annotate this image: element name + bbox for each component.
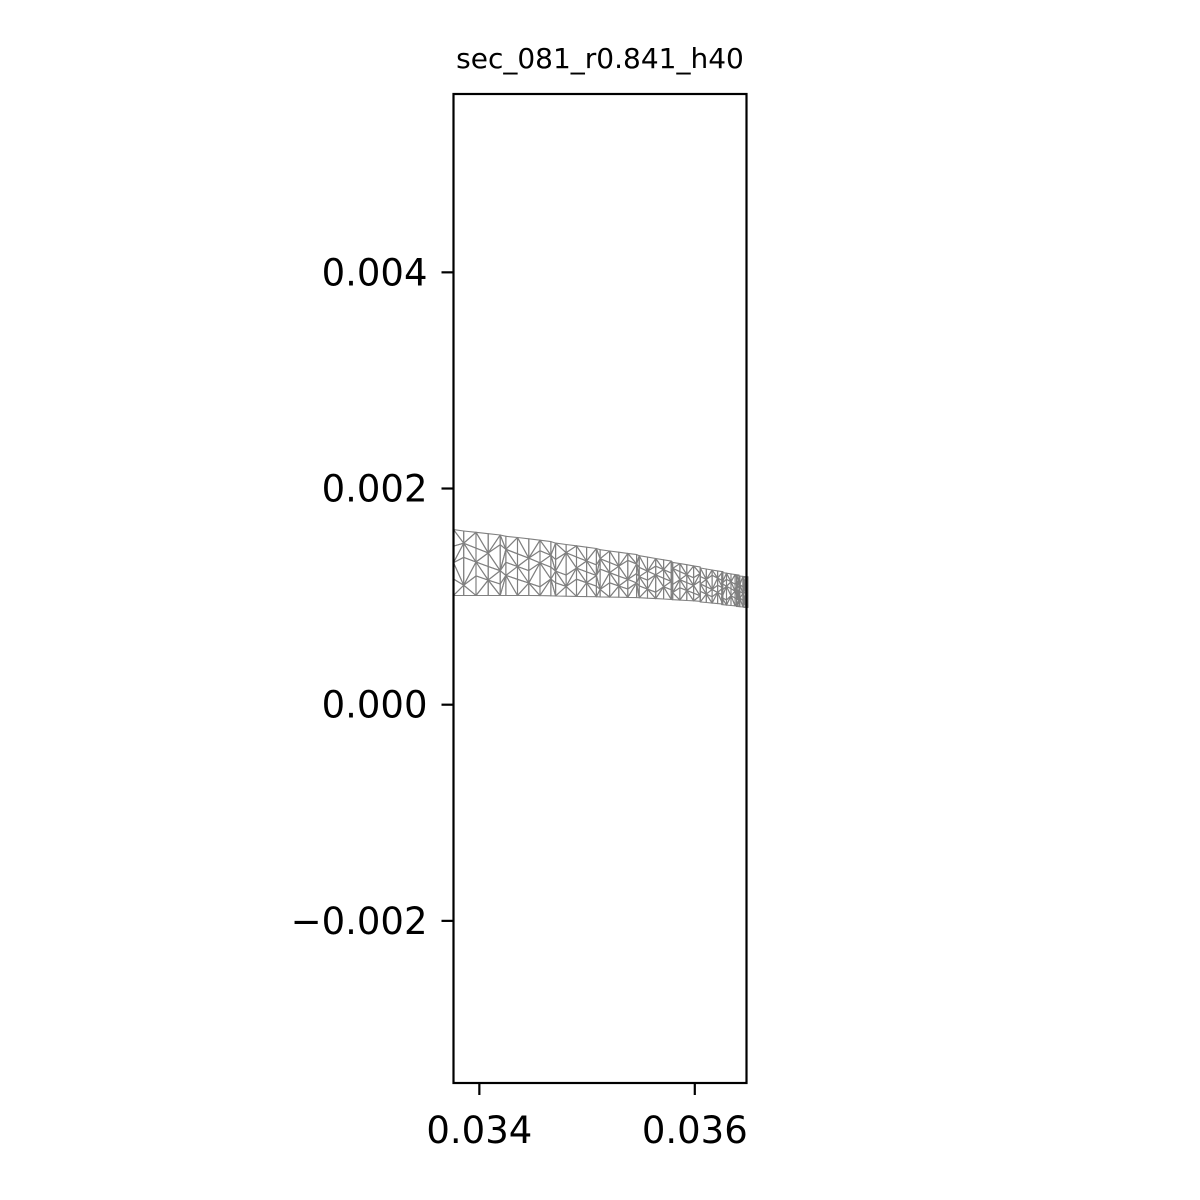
y-tick-label: 0.002 [322, 468, 428, 511]
mesh-triangle [646, 588, 657, 600]
mesh-triangle [555, 585, 567, 597]
mesh-triangle [609, 585, 620, 598]
x-tick-label: 0.036 [642, 1109, 748, 1152]
y-axis: 0.004 0.002 0.000 −0.002 [291, 251, 454, 943]
mesh-layer [452, 529, 749, 608]
mesh-triangle [586, 582, 597, 598]
mesh-triangle [555, 542, 567, 561]
mesh-triangle [565, 567, 578, 587]
mesh-triangle [627, 582, 638, 599]
chart-title: sec_081_r0.841_h40 [456, 42, 744, 75]
mesh-triangle [475, 531, 489, 554]
mesh-triangle [672, 592, 681, 601]
mesh-triangle [655, 586, 665, 600]
mesh-triangle [721, 596, 728, 606]
mesh-triangle [663, 586, 672, 600]
mesh-triangle [717, 591, 724, 605]
mesh-triangle [638, 588, 649, 599]
mesh-triangle [499, 574, 507, 597]
mesh-triangle [730, 595, 736, 607]
mesh-triangle [487, 579, 501, 597]
mesh-triangle [636, 582, 640, 599]
mesh-triangle [528, 582, 541, 597]
mesh-triangle [693, 595, 701, 602]
mesh-triangle [595, 588, 601, 598]
mesh-triangle [528, 539, 541, 559]
mesh-triangle [516, 582, 530, 597]
mesh-triangle [599, 588, 611, 598]
mesh-triangle [575, 582, 588, 598]
mesh-triangle [463, 584, 477, 597]
mesh-triangle [679, 589, 688, 602]
y-tick-label: 0.004 [322, 251, 428, 294]
mesh-triangle [505, 574, 519, 597]
y-tick-label: −0.002 [291, 900, 428, 943]
mesh-triangle [618, 585, 629, 598]
mesh-triangle [539, 578, 552, 597]
mesh-triangle [550, 578, 557, 597]
mesh-triangle [705, 593, 713, 604]
mesh-triangle [463, 575, 477, 597]
mesh-triangle [743, 599, 748, 608]
x-tick-label: 0.034 [426, 1109, 532, 1152]
mesh-triangle [475, 579, 489, 597]
mesh-triangle [599, 572, 611, 590]
y-tick-label: 0.000 [322, 684, 428, 727]
mesh-triangle [739, 597, 744, 608]
mesh-triangle [686, 589, 695, 602]
plot-frame [452, 92, 748, 1085]
mesh-triangle [487, 534, 501, 554]
mesh-triangle [618, 552, 629, 567]
mesh-triangle [452, 584, 465, 597]
x-axis: 0.034 0.036 [426, 1083, 748, 1152]
mesh-triangle [499, 548, 507, 572]
mesh-triangle [565, 585, 578, 597]
mesh-triangle [463, 561, 477, 586]
mesh-triangle [699, 593, 707, 604]
